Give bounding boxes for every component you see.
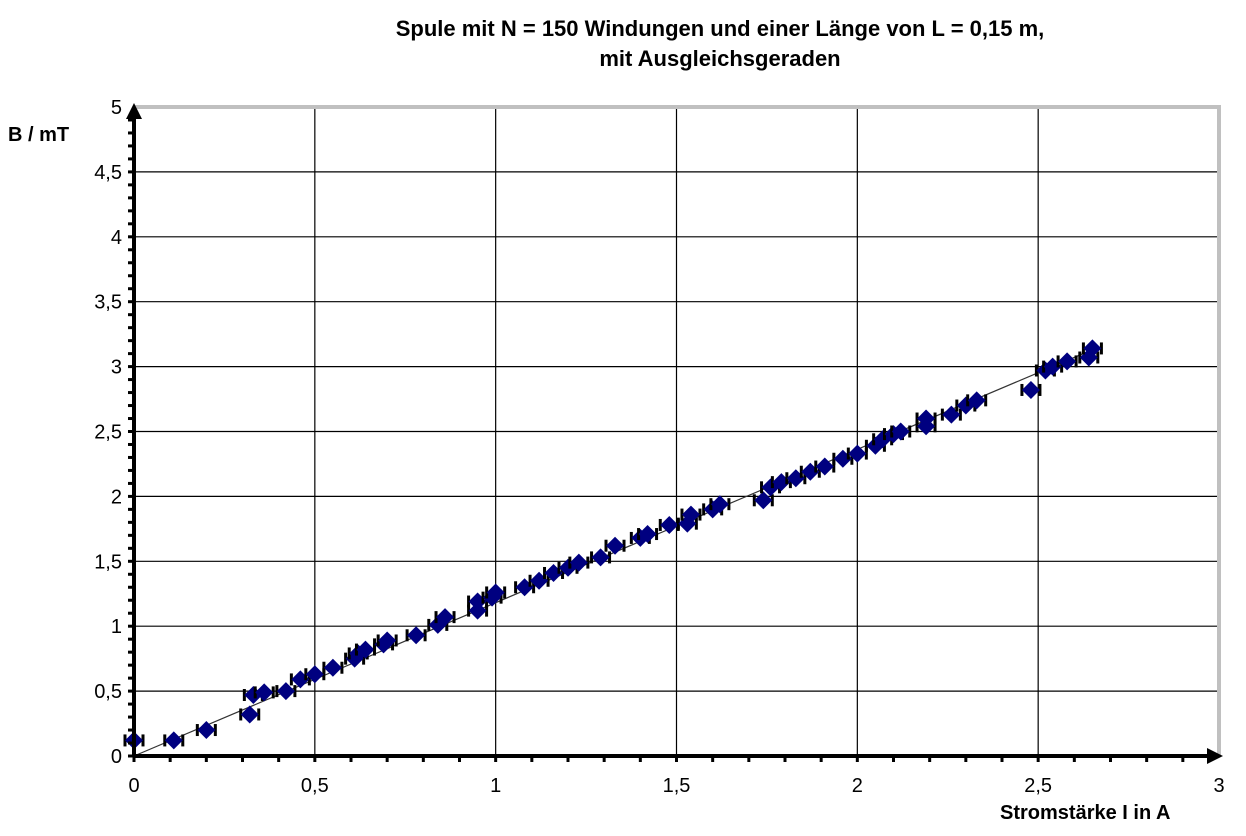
data-points [123, 339, 1103, 750]
diamond-marker [1083, 339, 1102, 358]
y-tick-label: 3,5 [94, 292, 122, 314]
data-point [1081, 339, 1103, 358]
diamond-marker [197, 721, 216, 740]
y-tick-label: 2,5 [94, 422, 122, 444]
x-axis-arrow-icon [1207, 748, 1223, 764]
data-point [680, 505, 702, 524]
x-tick-label: 0,5 [301, 775, 329, 797]
data-point [752, 491, 774, 510]
chart-title-line2: mit Ausgleichsgeraden [599, 46, 841, 71]
x-tick-label: 1,5 [663, 775, 691, 797]
plot-border-line [134, 105, 1221, 756]
data-point [590, 548, 612, 567]
plot-border [134, 105, 1221, 756]
data-point [354, 640, 376, 659]
diamond-marker [917, 409, 936, 428]
diamond-marker [815, 457, 834, 476]
diamond-marker [891, 422, 910, 441]
tick-labels: 0 0,5 1 1,5 2 2,5 3 0 0,5 1 1,5 2 2,5 3 3,5 4 4,5 5 [94, 97, 1224, 797]
diamond-marker [606, 536, 625, 555]
data-point [568, 553, 590, 572]
data-point [966, 391, 988, 410]
data-point [163, 731, 185, 750]
diamond-marker [323, 658, 342, 677]
diamond-marker [591, 548, 610, 567]
x-tick-label: 2 [852, 775, 863, 797]
diamond-marker [638, 525, 657, 544]
y-tick-label: 4 [111, 227, 122, 249]
diamond-marker [1021, 380, 1040, 399]
y-axis-arrow-icon [126, 103, 142, 119]
diamond-marker [468, 601, 487, 620]
diamond-marker [569, 553, 588, 572]
diamond-marker [240, 705, 259, 724]
diamond-marker [436, 608, 455, 627]
diamond-marker [255, 683, 274, 702]
y-tick-label: 0 [111, 746, 122, 768]
diamond-marker [276, 682, 295, 701]
data-point [405, 626, 427, 645]
diamond-marker [660, 515, 679, 534]
diamond-marker [710, 495, 729, 514]
diamond-marker [486, 583, 505, 602]
x-tick-label: 1 [490, 775, 501, 797]
diamond-marker [356, 640, 375, 659]
data-point [814, 457, 836, 476]
data-point [485, 583, 507, 602]
y-tick-label: 3 [111, 357, 122, 379]
data-point [434, 608, 456, 627]
data-point [709, 495, 731, 514]
diamond-marker [848, 444, 867, 463]
gridlines [134, 107, 1219, 756]
diamond-marker [754, 491, 773, 510]
y-tick-label: 1 [111, 616, 122, 638]
data-point [676, 514, 698, 533]
y-tick-label: 2 [111, 486, 122, 508]
data-point [322, 658, 344, 677]
x-axis-label: Stromstärke I in A [1000, 802, 1171, 824]
data-point [637, 525, 659, 544]
data-point [195, 721, 217, 740]
data-point [467, 601, 489, 620]
data-point [239, 705, 261, 724]
data-point [915, 409, 937, 428]
chart-title: Spule mit N = 150 Windungen und einer Lä… [250, 14, 1190, 74]
y-tick-label: 4,5 [94, 162, 122, 184]
x-tick-label: 0 [128, 775, 139, 797]
diamond-marker [681, 505, 700, 524]
data-point [1056, 352, 1078, 371]
data-point [890, 422, 912, 441]
x-tick-label: 2,5 [1024, 775, 1052, 797]
data-point [604, 536, 626, 555]
diamond-marker [967, 391, 986, 410]
y-tick-label: 0,5 [94, 681, 122, 703]
diamond-marker [305, 665, 324, 684]
diamond-marker [1058, 352, 1077, 371]
y-tick-label: 1,5 [94, 551, 122, 573]
data-point [1020, 380, 1042, 399]
data-point [376, 631, 398, 650]
chart-title-line1: Spule mit N = 150 Windungen und einer Lä… [395, 16, 1045, 41]
diamond-marker [407, 626, 426, 645]
x-tick-label: 3 [1213, 775, 1224, 797]
data-point [275, 682, 297, 701]
diamond-marker [378, 631, 397, 650]
diamond-marker [164, 731, 183, 750]
y-tick-label: 5 [111, 97, 122, 119]
data-point [253, 683, 275, 702]
axes [126, 103, 1223, 764]
y-axis-label: B / mT [8, 124, 70, 146]
